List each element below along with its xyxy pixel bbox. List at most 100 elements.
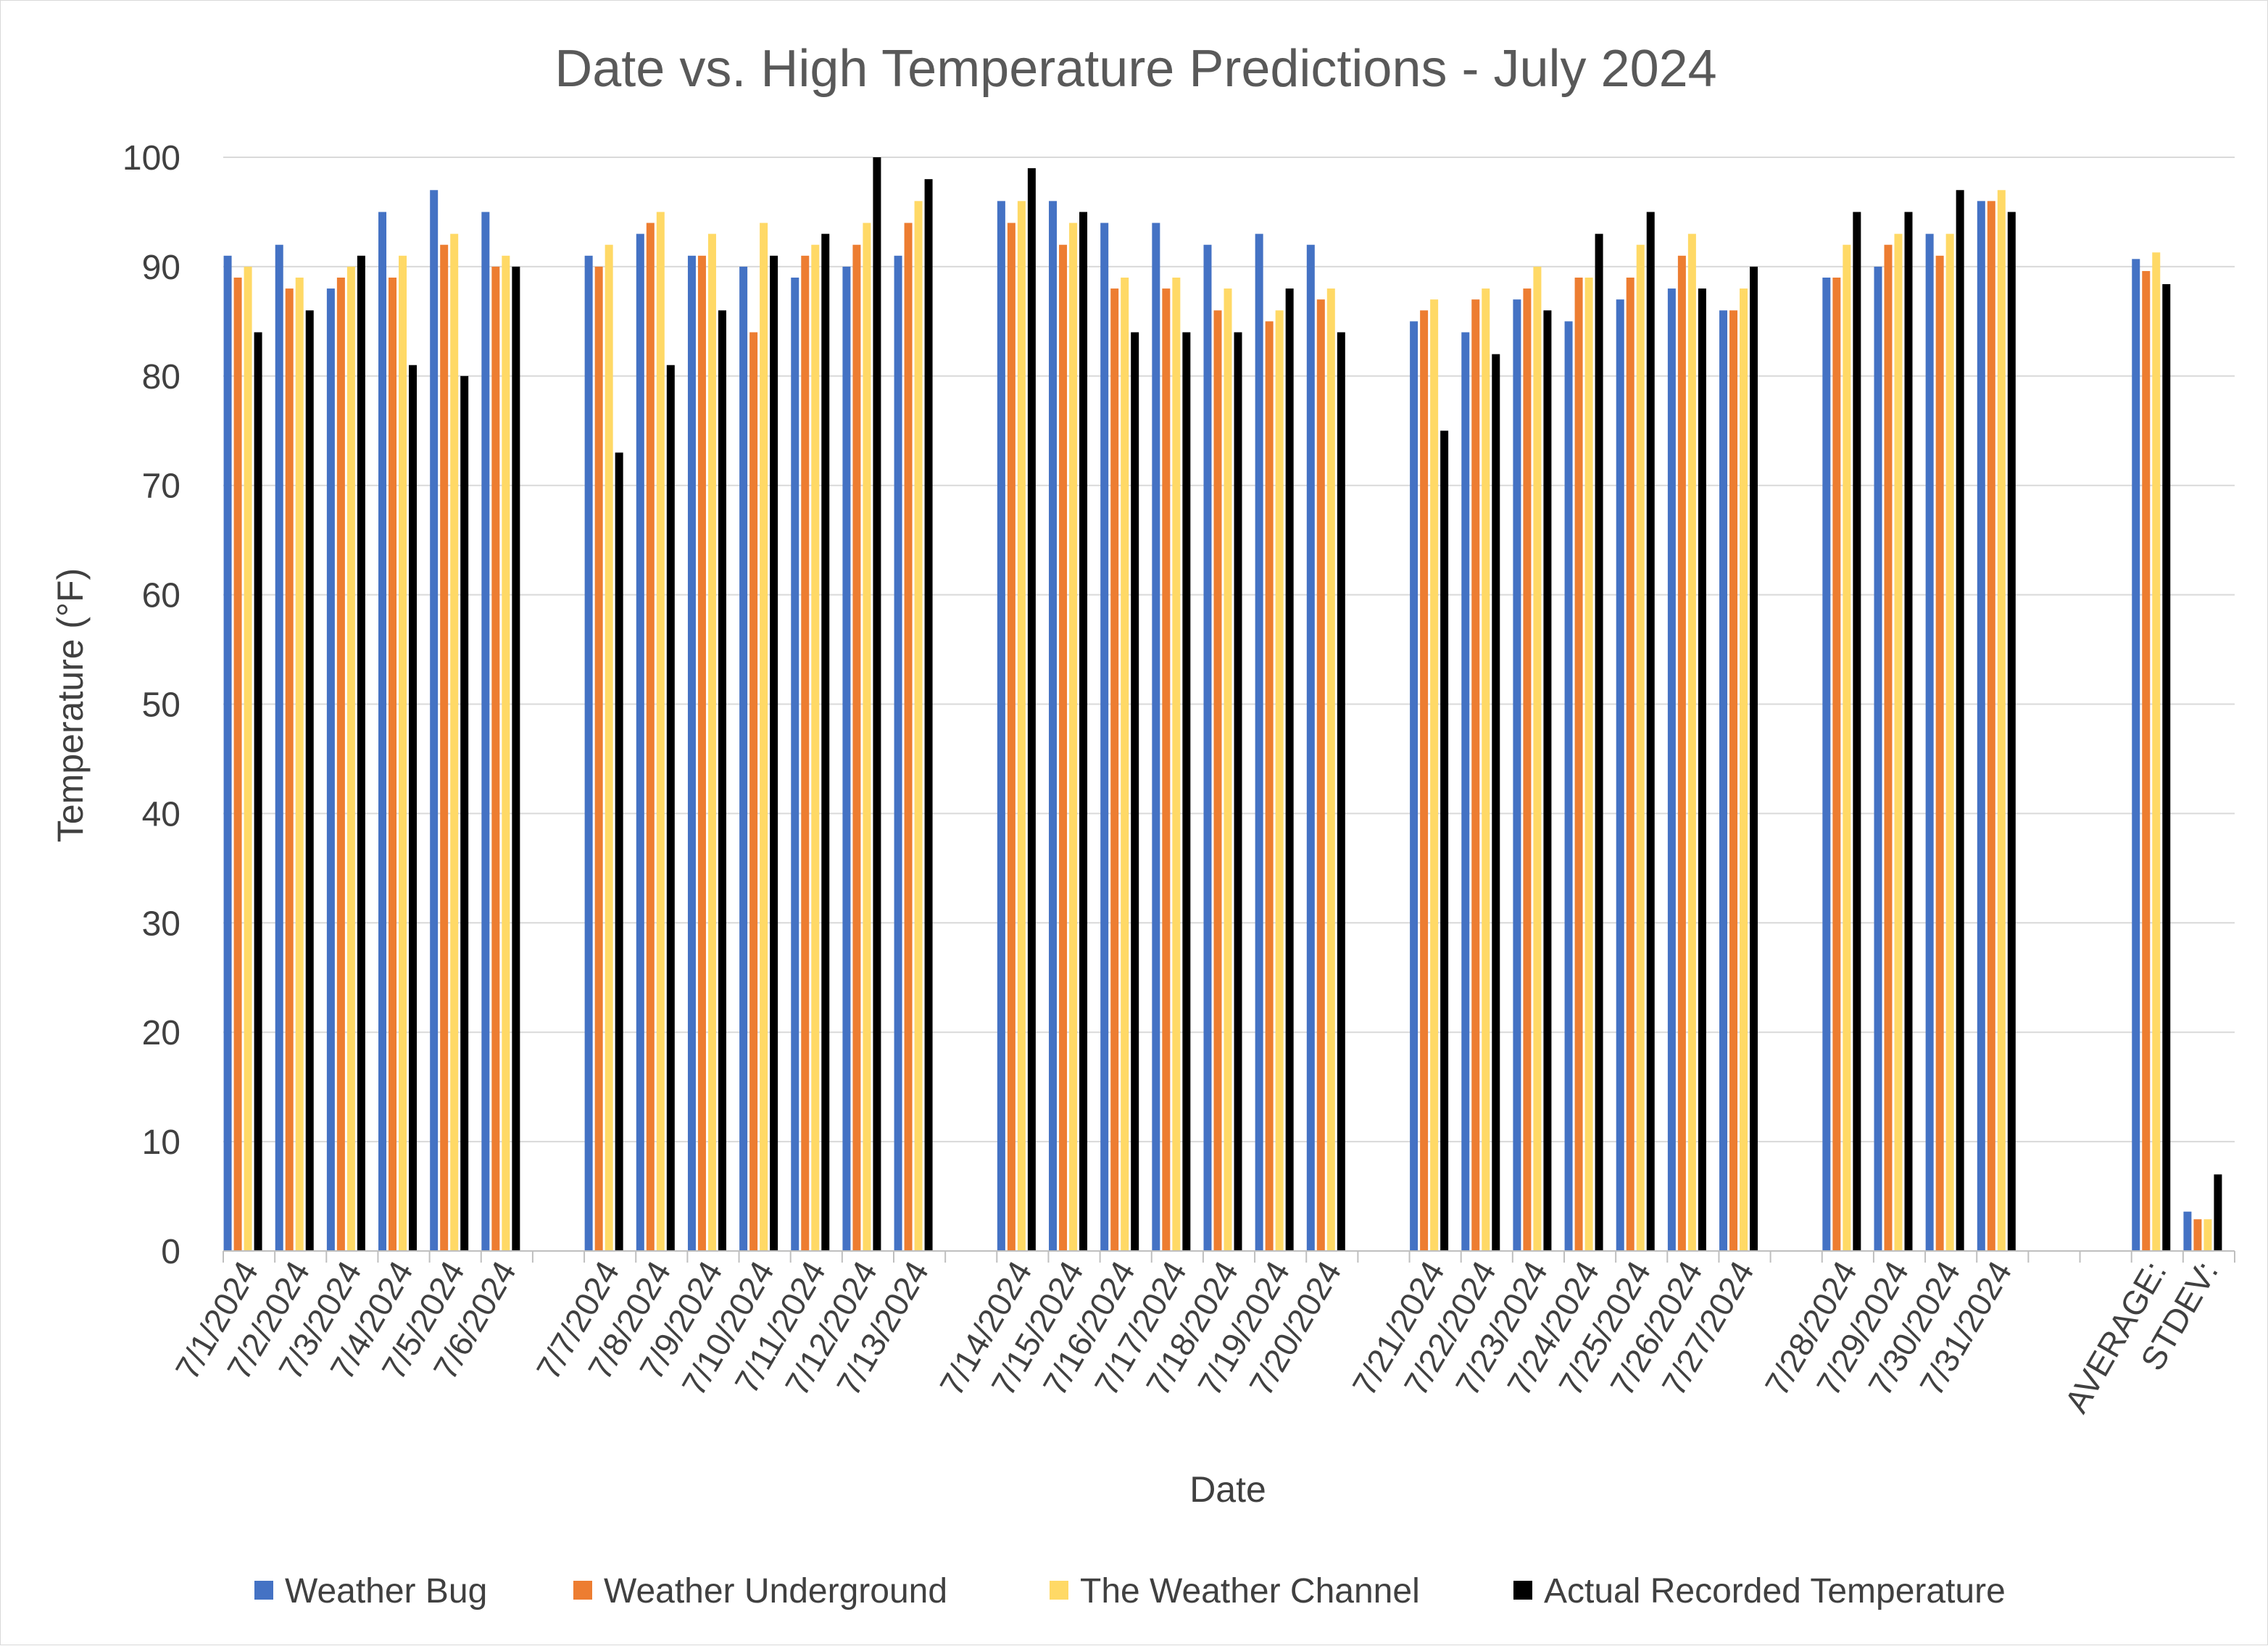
bar-weather-underground-7-1-2024 <box>233 277 242 1251</box>
bar-actual-recorded-temperature-7-20-2024 <box>1337 332 1345 1252</box>
bar-weather-underground-7-13-2024 <box>904 223 913 1251</box>
legend-item-weather-underground: Weather Underground <box>573 1572 947 1610</box>
bar-weather-bug-7-24-2024 <box>1564 321 1573 1252</box>
bar-actual-recorded-temperature-7-2-2024 <box>305 310 314 1251</box>
bar-the-weather-channel-7-13-2024 <box>914 201 923 1251</box>
bar-the-weather-channel-7-17-2024 <box>1172 277 1181 1251</box>
legend-swatch <box>573 1581 592 1600</box>
bar-the-weather-channel-7-4-2024 <box>399 255 407 1251</box>
bar-weather-bug-7-19-2024 <box>1255 233 1263 1251</box>
legend-label: Actual Recorded Temperature <box>1544 1572 2006 1610</box>
bar-actual-recorded-temperature-7-6-2024 <box>512 266 520 1251</box>
bar-weather-bug-7-2-2024 <box>275 244 283 1252</box>
bar-weather-bug-stdev- <box>2183 1211 2192 1251</box>
bar-weather-bug-7-12-2024 <box>842 266 851 1251</box>
bar-actual-recorded-temperature-7-17-2024 <box>1182 332 1191 1252</box>
bar-weather-underground-average- <box>2142 270 2151 1251</box>
x-axis-title: Date <box>1189 1469 1266 1510</box>
bar-the-weather-channel-7-1-2024 <box>244 266 252 1251</box>
bar-the-weather-channel-7-9-2024 <box>707 233 716 1251</box>
bar-weather-bug-7-8-2024 <box>636 233 644 1251</box>
bar-weather-bug-7-21-2024 <box>1410 321 1418 1252</box>
bar-the-weather-channel-7-15-2024 <box>1069 223 1078 1251</box>
bar-the-weather-channel-7-14-2024 <box>1017 201 1026 1251</box>
bar-the-weather-channel-7-31-2024 <box>1997 190 2006 1251</box>
bar-weather-underground-7-14-2024 <box>1007 223 1015 1251</box>
y-tick-label: 50 <box>142 686 180 725</box>
bar-weather-bug-7-31-2024 <box>1977 201 1985 1251</box>
y-tick-label: 70 <box>142 467 180 506</box>
bar-weather-bug-7-16-2024 <box>1100 223 1109 1251</box>
bar-weather-underground-7-24-2024 <box>1574 277 1583 1251</box>
y-tick-label: 30 <box>142 905 180 943</box>
bar-actual-recorded-temperature-7-29-2024 <box>1904 212 1913 1252</box>
bar-weather-underground-7-11-2024 <box>801 255 810 1251</box>
legend: Weather Bug Weather Underground The Weathe… <box>254 1572 2006 1610</box>
x-tick-labels: 7/1/20247/2/20247/3/20247/4/20247/5/2024… <box>168 1255 2225 1419</box>
bar-weather-underground-7-21-2024 <box>1420 310 1429 1251</box>
bar-weather-bug-7-30-2024 <box>1925 233 1934 1251</box>
bar-weather-underground-7-7-2024 <box>594 266 603 1251</box>
bar-the-weather-channel-7-28-2024 <box>1843 244 1851 1252</box>
legend-swatch <box>1513 1581 1532 1600</box>
bar-weather-bug-7-14-2024 <box>997 201 1005 1251</box>
legend-swatch <box>1050 1581 1068 1600</box>
bar-weather-bug-7-7-2024 <box>584 255 593 1251</box>
bar-weather-underground-stdev- <box>2193 1219 2202 1251</box>
bar-weather-underground-7-12-2024 <box>852 244 861 1252</box>
bar-weather-underground-7-17-2024 <box>1162 288 1171 1252</box>
bar-the-weather-channel-7-11-2024 <box>811 244 820 1252</box>
bar-the-weather-channel-7-10-2024 <box>760 223 768 1251</box>
bar-the-weather-channel-7-23-2024 <box>1533 266 1542 1251</box>
bar-the-weather-channel-7-24-2024 <box>1584 277 1593 1251</box>
bar-the-weather-channel-7-29-2024 <box>1894 233 1903 1251</box>
legend-label: Weather Underground <box>604 1572 947 1610</box>
bar-the-weather-channel-7-22-2024 <box>1482 288 1490 1252</box>
bar-the-weather-channel-7-20-2024 <box>1326 288 1335 1252</box>
bar-the-weather-channel-7-5-2024 <box>450 233 459 1251</box>
bar-weather-bug-7-25-2024 <box>1616 299 1624 1251</box>
bar-the-weather-channel-7-8-2024 <box>656 212 665 1252</box>
bar-weather-bug-7-29-2024 <box>1874 266 1882 1251</box>
bar-actual-recorded-temperature-7-31-2024 <box>2007 212 2016 1252</box>
bar-weather-bug-7-15-2024 <box>1049 201 1058 1251</box>
bar-weather-bug-average- <box>2132 259 2140 1251</box>
y-tick-label: 60 <box>142 577 180 615</box>
bar-actual-recorded-temperature-7-23-2024 <box>1543 310 1552 1251</box>
bar-actual-recorded-temperature-7-19-2024 <box>1285 288 1294 1252</box>
bar-the-weather-channel-7-19-2024 <box>1275 310 1284 1251</box>
y-tick-label: 10 <box>142 1123 180 1162</box>
bar-actual-recorded-temperature-7-13-2024 <box>924 179 933 1252</box>
bar-weather-underground-7-28-2024 <box>1832 277 1841 1251</box>
axes <box>223 1250 2235 1263</box>
bar-weather-underground-7-15-2024 <box>1059 244 1068 1252</box>
y-tick-label: 0 <box>161 1233 180 1271</box>
bar-weather-bug-7-4-2024 <box>378 212 387 1252</box>
bar-weather-bug-7-10-2024 <box>739 266 748 1251</box>
bar-the-weather-channel-stdev- <box>2203 1219 2212 1251</box>
bars <box>223 157 2222 1252</box>
legend-item-weather-bug: Weather Bug <box>254 1572 487 1610</box>
bar-weather-bug-7-22-2024 <box>1461 332 1470 1252</box>
bar-the-weather-channel-7-26-2024 <box>1687 233 1696 1251</box>
bar-weather-underground-7-25-2024 <box>1626 277 1634 1251</box>
legend-item-actual-recorded-temperature: Actual Recorded Temperature <box>1513 1572 2006 1610</box>
bar-weather-bug-7-9-2024 <box>687 255 696 1251</box>
y-tick-label: 100 <box>122 139 180 178</box>
bar-the-weather-channel-7-6-2024 <box>502 255 510 1251</box>
bar-weather-underground-7-29-2024 <box>1884 244 1893 1252</box>
bar-weather-underground-7-3-2024 <box>336 277 345 1251</box>
bar-weather-underground-7-22-2024 <box>1471 299 1480 1251</box>
legend-label: Weather Bug <box>285 1572 487 1610</box>
bar-weather-underground-7-30-2024 <box>1935 255 1944 1251</box>
bar-actual-recorded-temperature-7-9-2024 <box>718 310 726 1251</box>
bar-weather-underground-7-10-2024 <box>749 332 758 1252</box>
bar-weather-underground-7-31-2024 <box>1987 201 1995 1251</box>
bar-actual-recorded-temperature-7-18-2024 <box>1234 332 1242 1252</box>
bar-the-weather-channel-7-25-2024 <box>1636 244 1645 1252</box>
bar-actual-recorded-temperature-7-26-2024 <box>1698 288 1706 1252</box>
bar-actual-recorded-temperature-stdev- <box>2214 1174 2222 1251</box>
bar-weather-underground-7-2-2024 <box>285 288 294 1252</box>
